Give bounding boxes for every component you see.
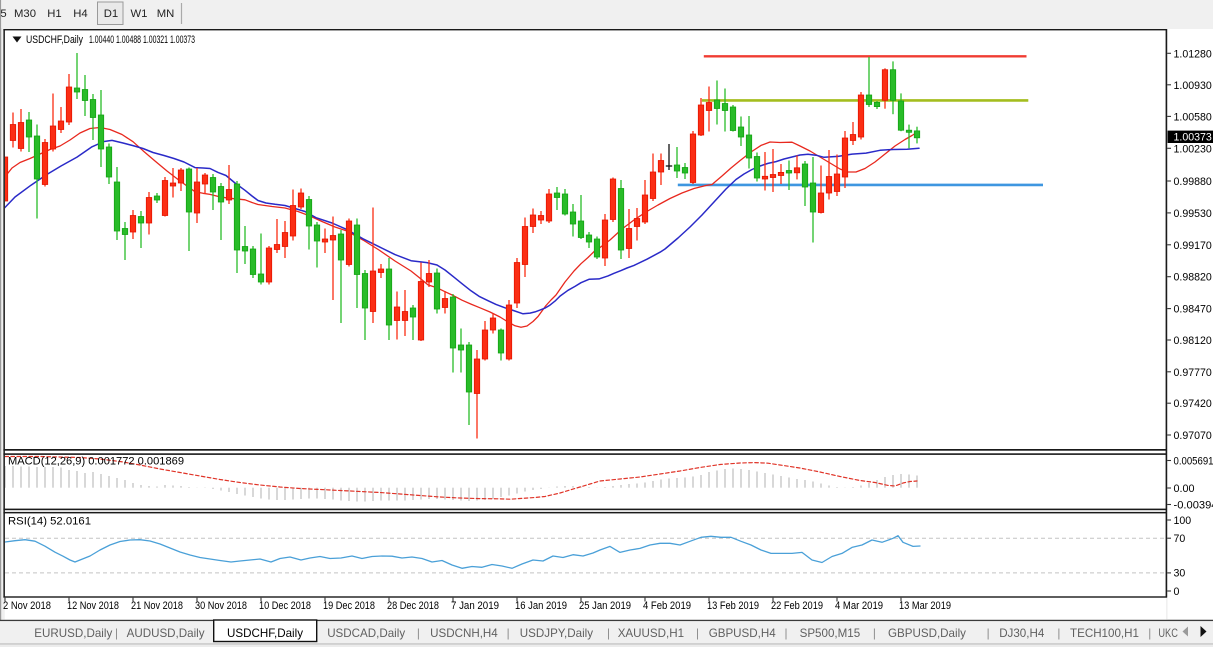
svg-text:W1: W1 bbox=[131, 8, 148, 20]
svg-text:USDJPY,Daily: USDJPY,Daily bbox=[520, 627, 593, 640]
svg-text:0: 0 bbox=[1174, 586, 1180, 598]
svg-text:16 Jan 2019: 16 Jan 2019 bbox=[515, 600, 567, 612]
svg-text:GBPUSD,H4: GBPUSD,H4 bbox=[709, 627, 777, 640]
svg-text:0.97770: 0.97770 bbox=[1174, 367, 1212, 379]
svg-text:|: | bbox=[785, 627, 788, 640]
svg-text:0.97070: 0.97070 bbox=[1174, 430, 1212, 442]
svg-text:|: | bbox=[115, 627, 118, 640]
svg-text:EURUSD,Daily: EURUSD,Daily bbox=[34, 627, 112, 640]
svg-text:MACD(12,26,9) 0.001772 0.00186: MACD(12,26,9) 0.001772 0.001869 bbox=[8, 456, 184, 468]
svg-text:13 Feb 2019: 13 Feb 2019 bbox=[707, 600, 759, 612]
svg-text:TECH100,H1: TECH100,H1 bbox=[1070, 627, 1139, 640]
svg-text:100: 100 bbox=[1174, 515, 1192, 527]
svg-text:25 Jan 2019: 25 Jan 2019 bbox=[579, 600, 631, 612]
svg-text:|: | bbox=[987, 627, 990, 640]
svg-text:|: | bbox=[417, 627, 420, 640]
svg-text:12 Nov 2018: 12 Nov 2018 bbox=[67, 600, 119, 612]
svg-text:7 Jan 2019: 7 Jan 2019 bbox=[451, 600, 499, 612]
svg-text:0.005691: 0.005691 bbox=[1174, 455, 1213, 467]
svg-text:RSI(14) 52.0161: RSI(14) 52.0161 bbox=[8, 516, 91, 528]
svg-text:1.00930: 1.00930 bbox=[1174, 80, 1212, 92]
svg-text:1.00580: 1.00580 bbox=[1174, 111, 1212, 123]
svg-text:|: | bbox=[1148, 627, 1151, 640]
svg-text:MN: MN bbox=[157, 8, 175, 20]
svg-text:H1: H1 bbox=[47, 8, 61, 20]
svg-text:21 Nov 2018: 21 Nov 2018 bbox=[131, 600, 183, 612]
svg-text:UKC: UKC bbox=[1158, 627, 1178, 640]
svg-text:0.97420: 0.97420 bbox=[1174, 398, 1212, 410]
svg-text:30: 30 bbox=[1174, 568, 1186, 580]
svg-text:USDCHF,Daily: USDCHF,Daily bbox=[26, 34, 83, 46]
svg-text:H4: H4 bbox=[73, 8, 87, 20]
svg-text:USDCHF,Daily: USDCHF,Daily bbox=[227, 627, 303, 640]
svg-text:0.99530: 0.99530 bbox=[1174, 208, 1212, 220]
svg-text:|: | bbox=[1057, 627, 1060, 640]
svg-text:2 Nov 2018: 2 Nov 2018 bbox=[3, 600, 51, 612]
svg-text:1.01280: 1.01280 bbox=[1174, 48, 1212, 60]
svg-text:M30: M30 bbox=[14, 8, 36, 20]
svg-text:-0.00394: -0.00394 bbox=[1174, 499, 1213, 511]
svg-text:XAUUSD,H1: XAUUSD,H1 bbox=[618, 627, 684, 640]
svg-text:5: 5 bbox=[0, 8, 6, 20]
svg-text:4 Feb 2019: 4 Feb 2019 bbox=[643, 600, 691, 612]
svg-text:13 Mar 2019: 13 Mar 2019 bbox=[899, 600, 951, 612]
svg-text:0.98820: 0.98820 bbox=[1174, 272, 1212, 284]
svg-text:19 Dec 2018: 19 Dec 2018 bbox=[323, 600, 375, 612]
svg-text:D1: D1 bbox=[104, 8, 118, 20]
svg-text:USDCNH,H4: USDCNH,H4 bbox=[430, 627, 498, 640]
svg-text:SP500,M15: SP500,M15 bbox=[800, 627, 861, 640]
svg-text:30 Nov 2018: 30 Nov 2018 bbox=[195, 600, 247, 612]
svg-text:22 Feb 2019: 22 Feb 2019 bbox=[771, 600, 823, 612]
svg-text:|: | bbox=[507, 627, 510, 640]
svg-text:0.99170: 0.99170 bbox=[1174, 240, 1212, 252]
svg-text:DJ30,H4: DJ30,H4 bbox=[999, 627, 1045, 640]
svg-text:|: | bbox=[607, 627, 610, 640]
svg-text:USDCAD,Daily: USDCAD,Daily bbox=[327, 627, 405, 640]
svg-text:|: | bbox=[873, 627, 876, 640]
svg-text:1.00373: 1.00373 bbox=[1174, 131, 1212, 143]
svg-text:|: | bbox=[696, 627, 699, 640]
svg-text:10 Dec 2018: 10 Dec 2018 bbox=[259, 600, 311, 612]
svg-text:0.98120: 0.98120 bbox=[1174, 335, 1212, 347]
svg-text:28 Dec 2018: 28 Dec 2018 bbox=[387, 600, 439, 612]
svg-text:1.00440 1.00488 1.00321 1.0037: 1.00440 1.00488 1.00321 1.00373 bbox=[89, 34, 195, 46]
svg-text:70: 70 bbox=[1174, 533, 1186, 545]
svg-text:4 Mar 2019: 4 Mar 2019 bbox=[835, 600, 883, 612]
svg-text:GBPUSD,Daily: GBPUSD,Daily bbox=[888, 627, 966, 640]
svg-text:0.00: 0.00 bbox=[1174, 483, 1195, 495]
svg-text:1.00230: 1.00230 bbox=[1174, 143, 1212, 155]
svg-text:0.99880: 0.99880 bbox=[1174, 176, 1212, 188]
svg-text:AUDUSD,Daily: AUDUSD,Daily bbox=[127, 627, 205, 640]
svg-text:0.98470: 0.98470 bbox=[1174, 304, 1212, 316]
